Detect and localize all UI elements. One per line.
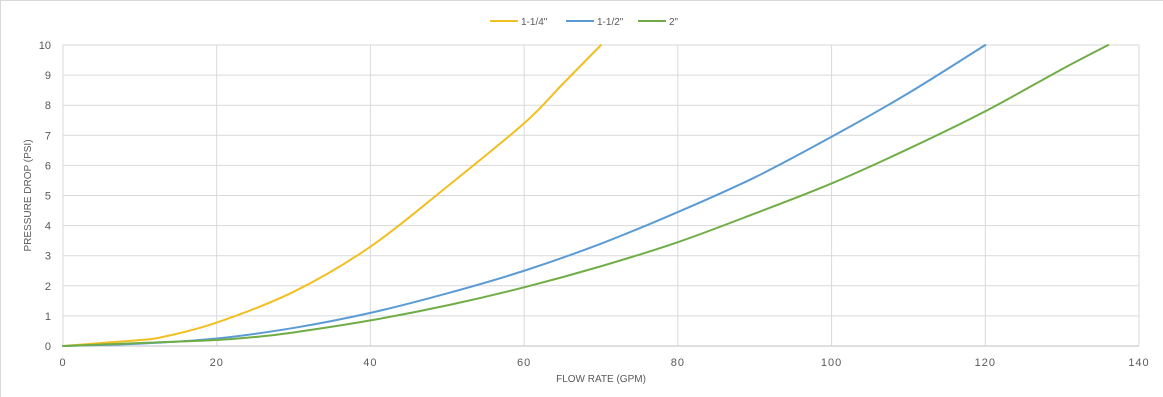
y-axis-title: PRESSURE DROP (PSI) bbox=[23, 139, 34, 251]
legend-label: 1-1/2" bbox=[597, 17, 624, 28]
x-tick-label: 120 bbox=[975, 357, 996, 369]
x-tick-label: 60 bbox=[517, 357, 531, 369]
y-tick-label: 8 bbox=[45, 100, 51, 112]
x-tick-label: 20 bbox=[210, 357, 224, 369]
y-tick-label: 3 bbox=[45, 251, 51, 263]
y-tick-label: 9 bbox=[45, 70, 51, 82]
series-line-1-1-2 bbox=[62, 44, 987, 347]
y-tick-label: 5 bbox=[45, 191, 51, 203]
legend-label: 1-1/4" bbox=[521, 17, 548, 28]
legend-label: 2" bbox=[669, 17, 679, 28]
y-tick-label: 1 bbox=[45, 311, 51, 323]
y-tick-label: 2 bbox=[45, 281, 51, 293]
series-lines bbox=[62, 44, 1110, 347]
y-tick-label: 4 bbox=[45, 221, 51, 233]
y-tick-label: 0 bbox=[45, 341, 51, 353]
series-line-1-1-4 bbox=[62, 44, 602, 347]
legend: 1-1/4" 1-1/2" 2" bbox=[490, 17, 679, 28]
x-tick-label: 0 bbox=[59, 357, 66, 369]
x-axis: 0 20 40 60 80 100 120 140 bbox=[59, 357, 1149, 369]
x-axis-title: FLOW RATE (GPM) bbox=[556, 374, 646, 385]
y-tick-label: 10 bbox=[39, 40, 51, 52]
y-tick-label: 7 bbox=[45, 130, 51, 142]
y-tick-label: 6 bbox=[45, 160, 51, 172]
x-tick-label: 40 bbox=[363, 357, 377, 369]
gridlines bbox=[62, 44, 1140, 347]
x-tick-label: 80 bbox=[671, 357, 685, 369]
series-line-2 bbox=[62, 44, 1110, 347]
y-axis: 0 1 2 3 4 5 6 7 8 9 10 bbox=[39, 40, 51, 353]
x-tick-label: 140 bbox=[1128, 357, 1149, 369]
x-tick-label: 100 bbox=[821, 357, 842, 369]
